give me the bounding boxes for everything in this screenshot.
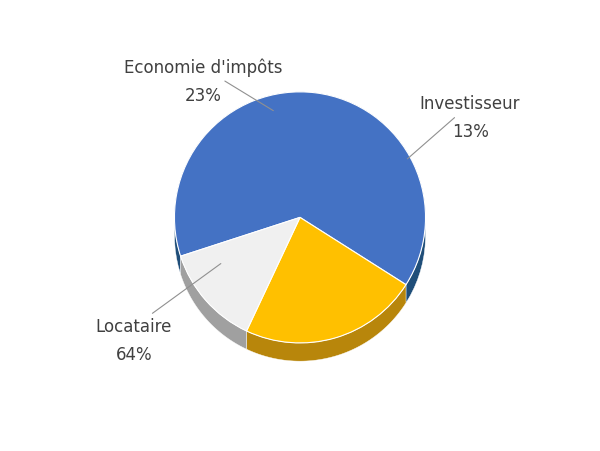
Text: 64%: 64% (116, 346, 152, 364)
Text: 13%: 13% (452, 124, 488, 141)
Text: Investisseur: Investisseur (407, 95, 520, 159)
Text: Economie d'impôts: Economie d'impôts (124, 58, 282, 110)
Wedge shape (181, 217, 300, 331)
Wedge shape (247, 217, 406, 343)
Polygon shape (175, 92, 425, 303)
Wedge shape (175, 92, 425, 285)
Polygon shape (181, 256, 247, 349)
Text: 23%: 23% (184, 87, 221, 105)
Polygon shape (247, 285, 406, 361)
Text: Locataire: Locataire (96, 263, 221, 336)
